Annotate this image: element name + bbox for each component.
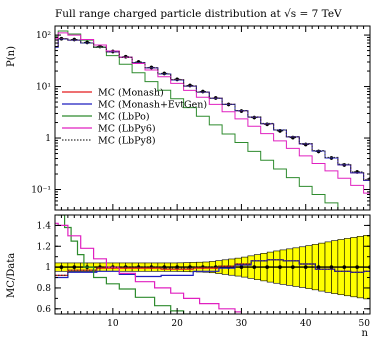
ratio-y-tick-label: 1.4 — [37, 221, 52, 231]
legend-item-mc-lbpy8: MC (LbPy8) — [62, 136, 156, 147]
legend-label: MC (LbPo) — [98, 112, 150, 123]
main-y-axis-label: P(n) — [6, 46, 17, 67]
ratio-line-mc-lbpy8 — [55, 259, 370, 276]
ratio-axis-ticks: 0.6 0.8 1 1.2 1.4 10 20 30 40 50 — [37, 215, 371, 329]
ratio-data-marker — [239, 265, 244, 269]
ratio-data-marker — [265, 265, 269, 269]
legend-label: MC (Monash) — [98, 88, 164, 99]
ratio-data-marker — [316, 265, 321, 269]
ratio-y-tick-label: 0.6 — [37, 305, 52, 315]
ratio-x-tick-label: 10 — [107, 319, 119, 329]
ratio-uncertainty-band — [55, 235, 370, 300]
ratio-x-tick-label: 50 — [359, 319, 371, 329]
ratio-data-marker — [278, 265, 282, 269]
ratio-y-tick-label: 1.2 — [37, 242, 51, 252]
ratio-data-marker — [72, 265, 77, 269]
data-marker — [72, 37, 77, 42]
main-mc-lines — [55, 30, 370, 210]
data-marker — [85, 40, 89, 45]
legend-item-mc-monash: MC (Monash) — [62, 88, 164, 99]
main-y-tick-label: 1 — [45, 134, 51, 144]
ratio-data-marker — [59, 265, 64, 269]
ratio-data-marker — [303, 265, 308, 269]
legend-label: MC (LbPy6) — [98, 124, 156, 135]
ratio-frame — [54, 214, 371, 315]
main-line-mc-lbpy6 — [55, 32, 370, 194]
ratio-data-marker — [355, 265, 359, 269]
main-line-mc-lbpy8 — [55, 38, 370, 181]
main-axis-ticks: 10⁻¹ 1 10¹ 10² — [31, 26, 371, 211]
data-marker — [123, 54, 128, 59]
ratio-x-axis-label: n — [362, 328, 369, 339]
ratio-line-mc-lbpy6 — [55, 222, 242, 313]
ratio-mc-lines — [55, 215, 370, 314]
ratio-y-axis-label: MC/Data — [6, 253, 17, 298]
main-y-tick-label: 10² — [36, 31, 51, 41]
ratio-data-marker — [342, 265, 347, 269]
data-point — [83, 40, 91, 45]
main-frame — [54, 25, 371, 211]
chart-title: Full range charged particle distribution… — [55, 8, 342, 20]
ratio-data-marker — [291, 265, 295, 269]
ratio-line-mc-lbpo — [57, 215, 190, 314]
legend-label: MC (LbPy8) — [98, 136, 156, 147]
ratio-x-tick-label: 40 — [300, 319, 312, 329]
ratio-x-tick-label: 30 — [236, 319, 248, 329]
ratio-y-tick-label: 0.8 — [37, 284, 52, 294]
main-y-tick-label: 10⁻¹ — [31, 186, 51, 196]
legend-item-mc-lbpo: MC (LbPo) — [62, 112, 150, 123]
legend-label: MC (Monash+EvtGen) — [98, 100, 207, 111]
legend: MC (Monash)MC (Monash+EvtGen)MC (LbPo)MC… — [62, 88, 207, 147]
data-point — [71, 37, 78, 42]
legend-item-mc-monash-evtgen: MC (Monash+EvtGen) — [62, 100, 207, 111]
main-y-tick-label: 10¹ — [36, 83, 51, 93]
ratio-data-marker — [329, 265, 334, 269]
ratio-y-tick-label: 1 — [45, 263, 51, 273]
data-point — [122, 54, 129, 59]
legend-item-mc-lbpy6: MC (LbPy6) — [62, 124, 156, 135]
ratio-x-tick-label: 20 — [171, 319, 183, 329]
ratio-data-marker — [252, 265, 257, 269]
